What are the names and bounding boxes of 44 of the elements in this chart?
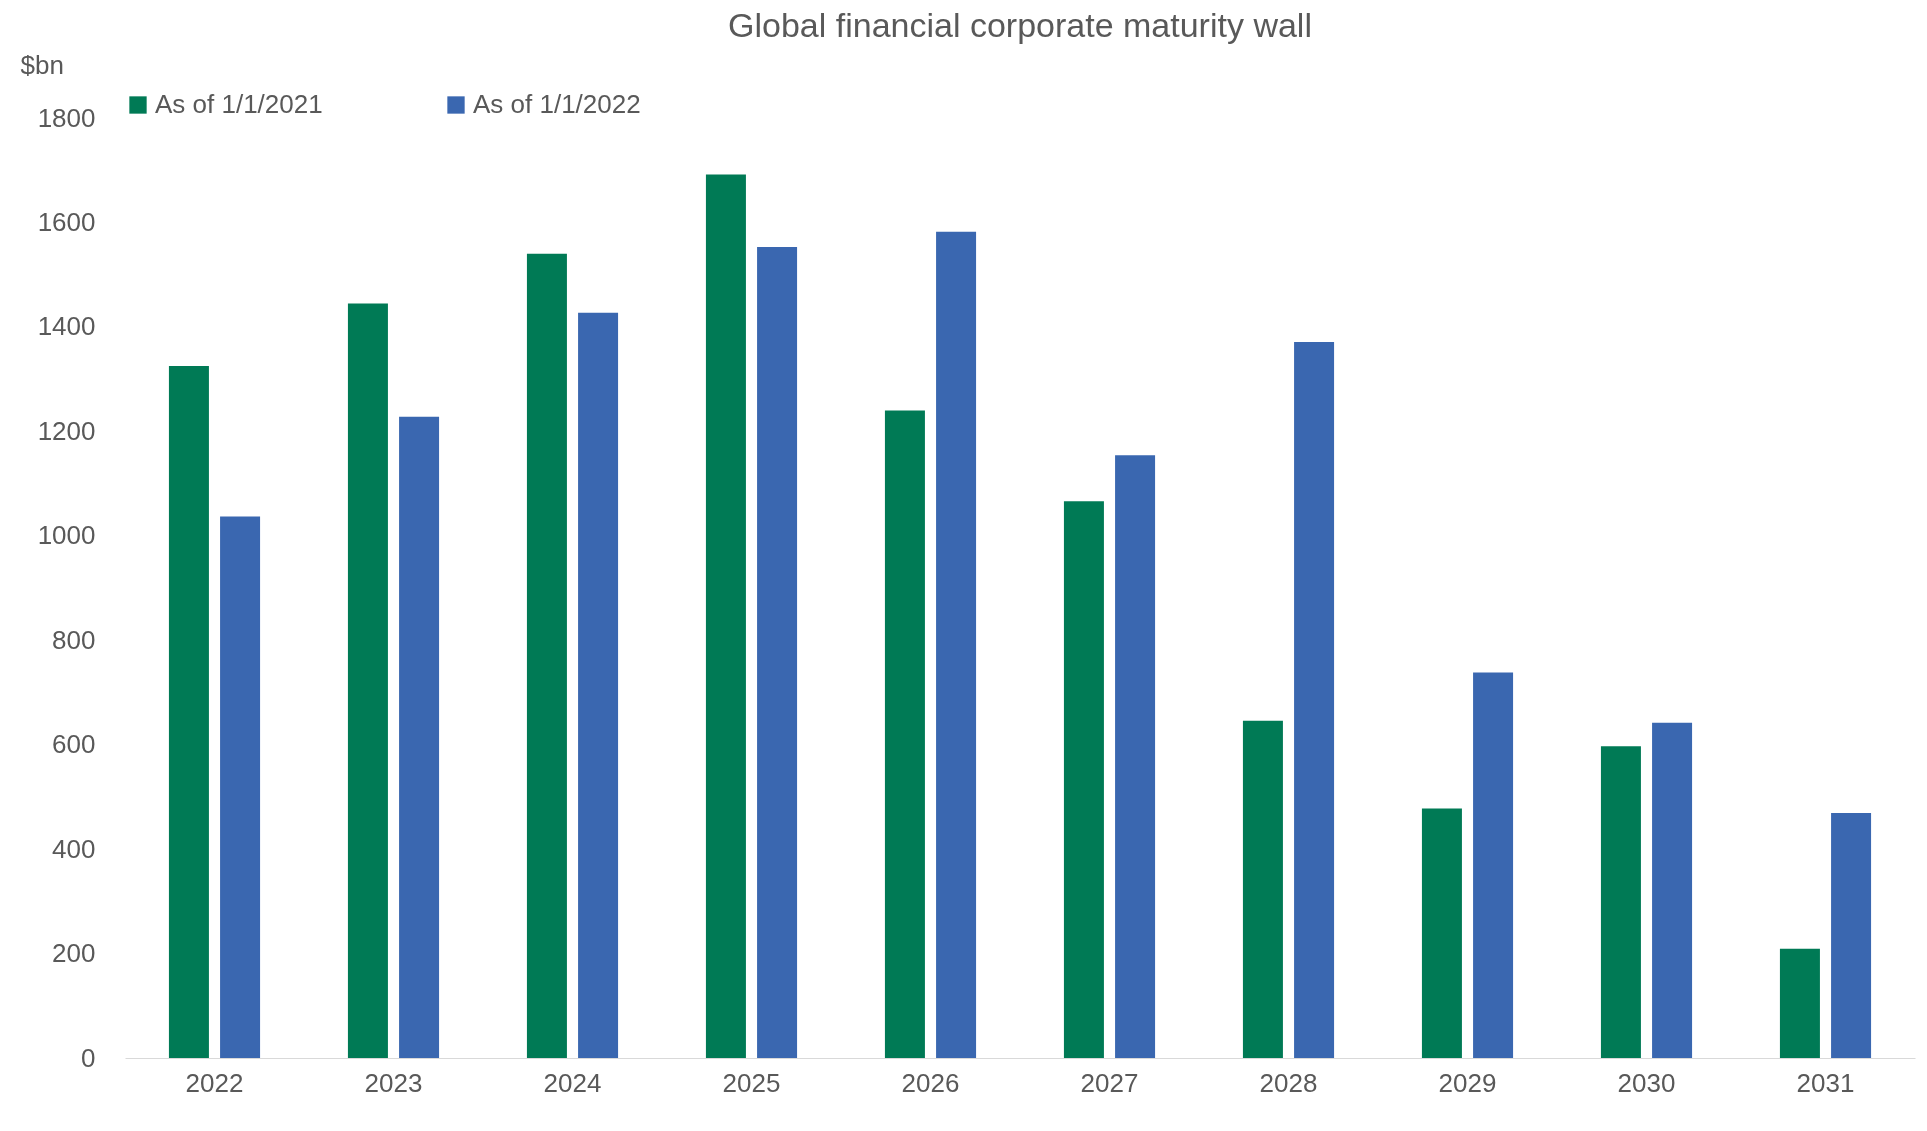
bar <box>1063 501 1104 1058</box>
bar <box>757 246 798 1058</box>
x-tick-label: 2026 <box>901 1067 960 1098</box>
bar <box>526 253 567 1058</box>
bar <box>884 410 925 1058</box>
x-tick-label: 2022 <box>185 1067 244 1098</box>
bar <box>1242 720 1283 1058</box>
bar <box>1779 948 1820 1058</box>
x-tick-label: 2027 <box>1080 1067 1139 1098</box>
y-tick-label: 1000 <box>37 520 96 551</box>
bar <box>1421 808 1462 1058</box>
legend-label: As of 1/1/2022 <box>473 89 641 119</box>
y-tick-label: 1800 <box>37 102 96 133</box>
y-tick-label: 800 <box>52 624 96 655</box>
legend-label: As of 1/1/2021 <box>155 89 323 119</box>
bar <box>705 174 746 1058</box>
y-tick-label: 400 <box>52 833 96 864</box>
x-tick-label: 2030 <box>1617 1067 1676 1098</box>
bar <box>578 312 619 1058</box>
bar <box>1600 746 1641 1058</box>
y-tick-label: 1600 <box>37 206 96 237</box>
bar <box>399 416 440 1058</box>
y-tick-label: 1400 <box>37 311 96 342</box>
bar <box>1115 455 1156 1058</box>
y-tick-label: 0 <box>81 1042 96 1073</box>
y-tick-label: 600 <box>52 729 96 760</box>
bar <box>1652 722 1693 1058</box>
y-tick-label: 200 <box>52 938 96 969</box>
chart-title: Global financial corporate maturity wall <box>728 6 1312 44</box>
bar <box>936 231 977 1058</box>
bar <box>347 303 388 1058</box>
bar <box>1831 813 1872 1058</box>
x-tick-label: 2025 <box>722 1067 781 1098</box>
x-tick-label: 2023 <box>364 1067 423 1098</box>
bar <box>1294 342 1335 1058</box>
x-tick-label: 2028 <box>1259 1067 1318 1098</box>
y-axis-title: $bn <box>20 49 64 80</box>
x-tick-label: 2029 <box>1438 1067 1497 1098</box>
y-tick-label: 1200 <box>37 415 96 446</box>
x-tick-label: 2031 <box>1796 1067 1855 1098</box>
bar <box>168 366 209 1058</box>
bar <box>220 516 261 1058</box>
bar <box>1473 672 1514 1058</box>
x-tick-label: 2024 <box>543 1067 602 1098</box>
